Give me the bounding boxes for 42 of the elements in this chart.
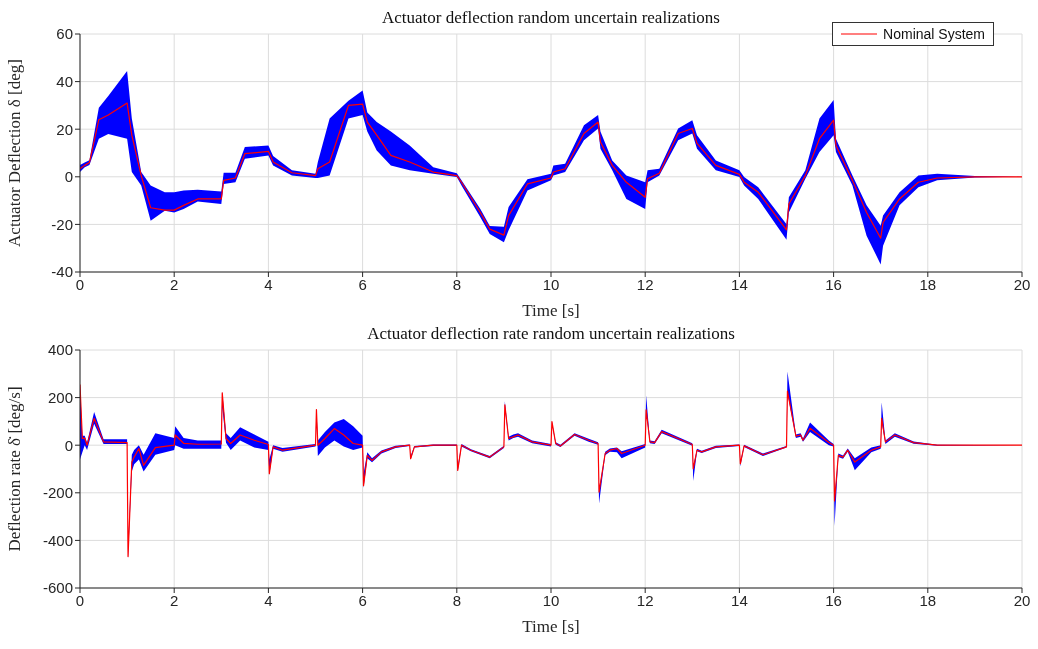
x-tick-label: 6: [358, 275, 367, 293]
x-tick-label: 18: [919, 591, 937, 609]
y-tick-label: 20: [56, 120, 73, 138]
x-tick-label: 4: [264, 591, 273, 609]
y-tick-label: 400: [47, 341, 73, 359]
x-axis-title: Time [s]: [522, 301, 580, 320]
x-tick-label: 20: [1013, 275, 1031, 293]
x-tick-label: 8: [452, 275, 461, 293]
y-tick-label: -400: [42, 531, 73, 549]
x-tick-label: 10: [542, 275, 560, 293]
x-tick-label: 20: [1013, 591, 1031, 609]
x-tick-label: 4: [264, 275, 273, 293]
y-tick-label: -600: [42, 579, 73, 597]
x-tick-label: 16: [825, 591, 842, 609]
x-tick-label: 0: [75, 591, 85, 609]
x-tick-label: 16: [825, 275, 842, 293]
y-tick-label: 0: [64, 436, 73, 454]
y-axis-title: Deflection rate δ̇ [deg/s]: [5, 386, 25, 552]
x-tick-label: 12: [636, 591, 654, 609]
y-tick-label: 60: [56, 25, 73, 43]
legend-label: Nominal System: [883, 26, 985, 42]
chart-title: Actuator deflection rate random uncertain realizations: [367, 324, 735, 343]
chart-title: Actuator deflection random uncertain realizations: [382, 8, 720, 27]
y-axis-title: Actuator Deflection δ [deg]: [5, 59, 25, 247]
x-tick-label: 12: [636, 275, 654, 293]
x-tick-label: 0: [75, 275, 85, 293]
y-tick-label: 40: [56, 72, 73, 90]
line-series: [80, 102, 1022, 239]
x-tick-label: 14: [731, 591, 748, 609]
y-tick-label: -20: [51, 215, 73, 233]
x-tick-label: 2: [170, 591, 179, 609]
y-tick-label: -40: [51, 263, 73, 281]
x-tick-label: 2: [170, 275, 179, 293]
x-axis-title: Time [s]: [522, 617, 580, 636]
x-tick-label: 10: [542, 591, 560, 609]
y-tick-label: -200: [42, 484, 73, 502]
x-tick-label: 8: [452, 591, 461, 609]
y-tick-label: 200: [47, 388, 73, 406]
y-tick-label: 0: [64, 168, 73, 186]
x-tick-label: 6: [358, 591, 367, 609]
x-tick-label: 14: [731, 275, 748, 293]
x-tick-label: 18: [919, 275, 937, 293]
